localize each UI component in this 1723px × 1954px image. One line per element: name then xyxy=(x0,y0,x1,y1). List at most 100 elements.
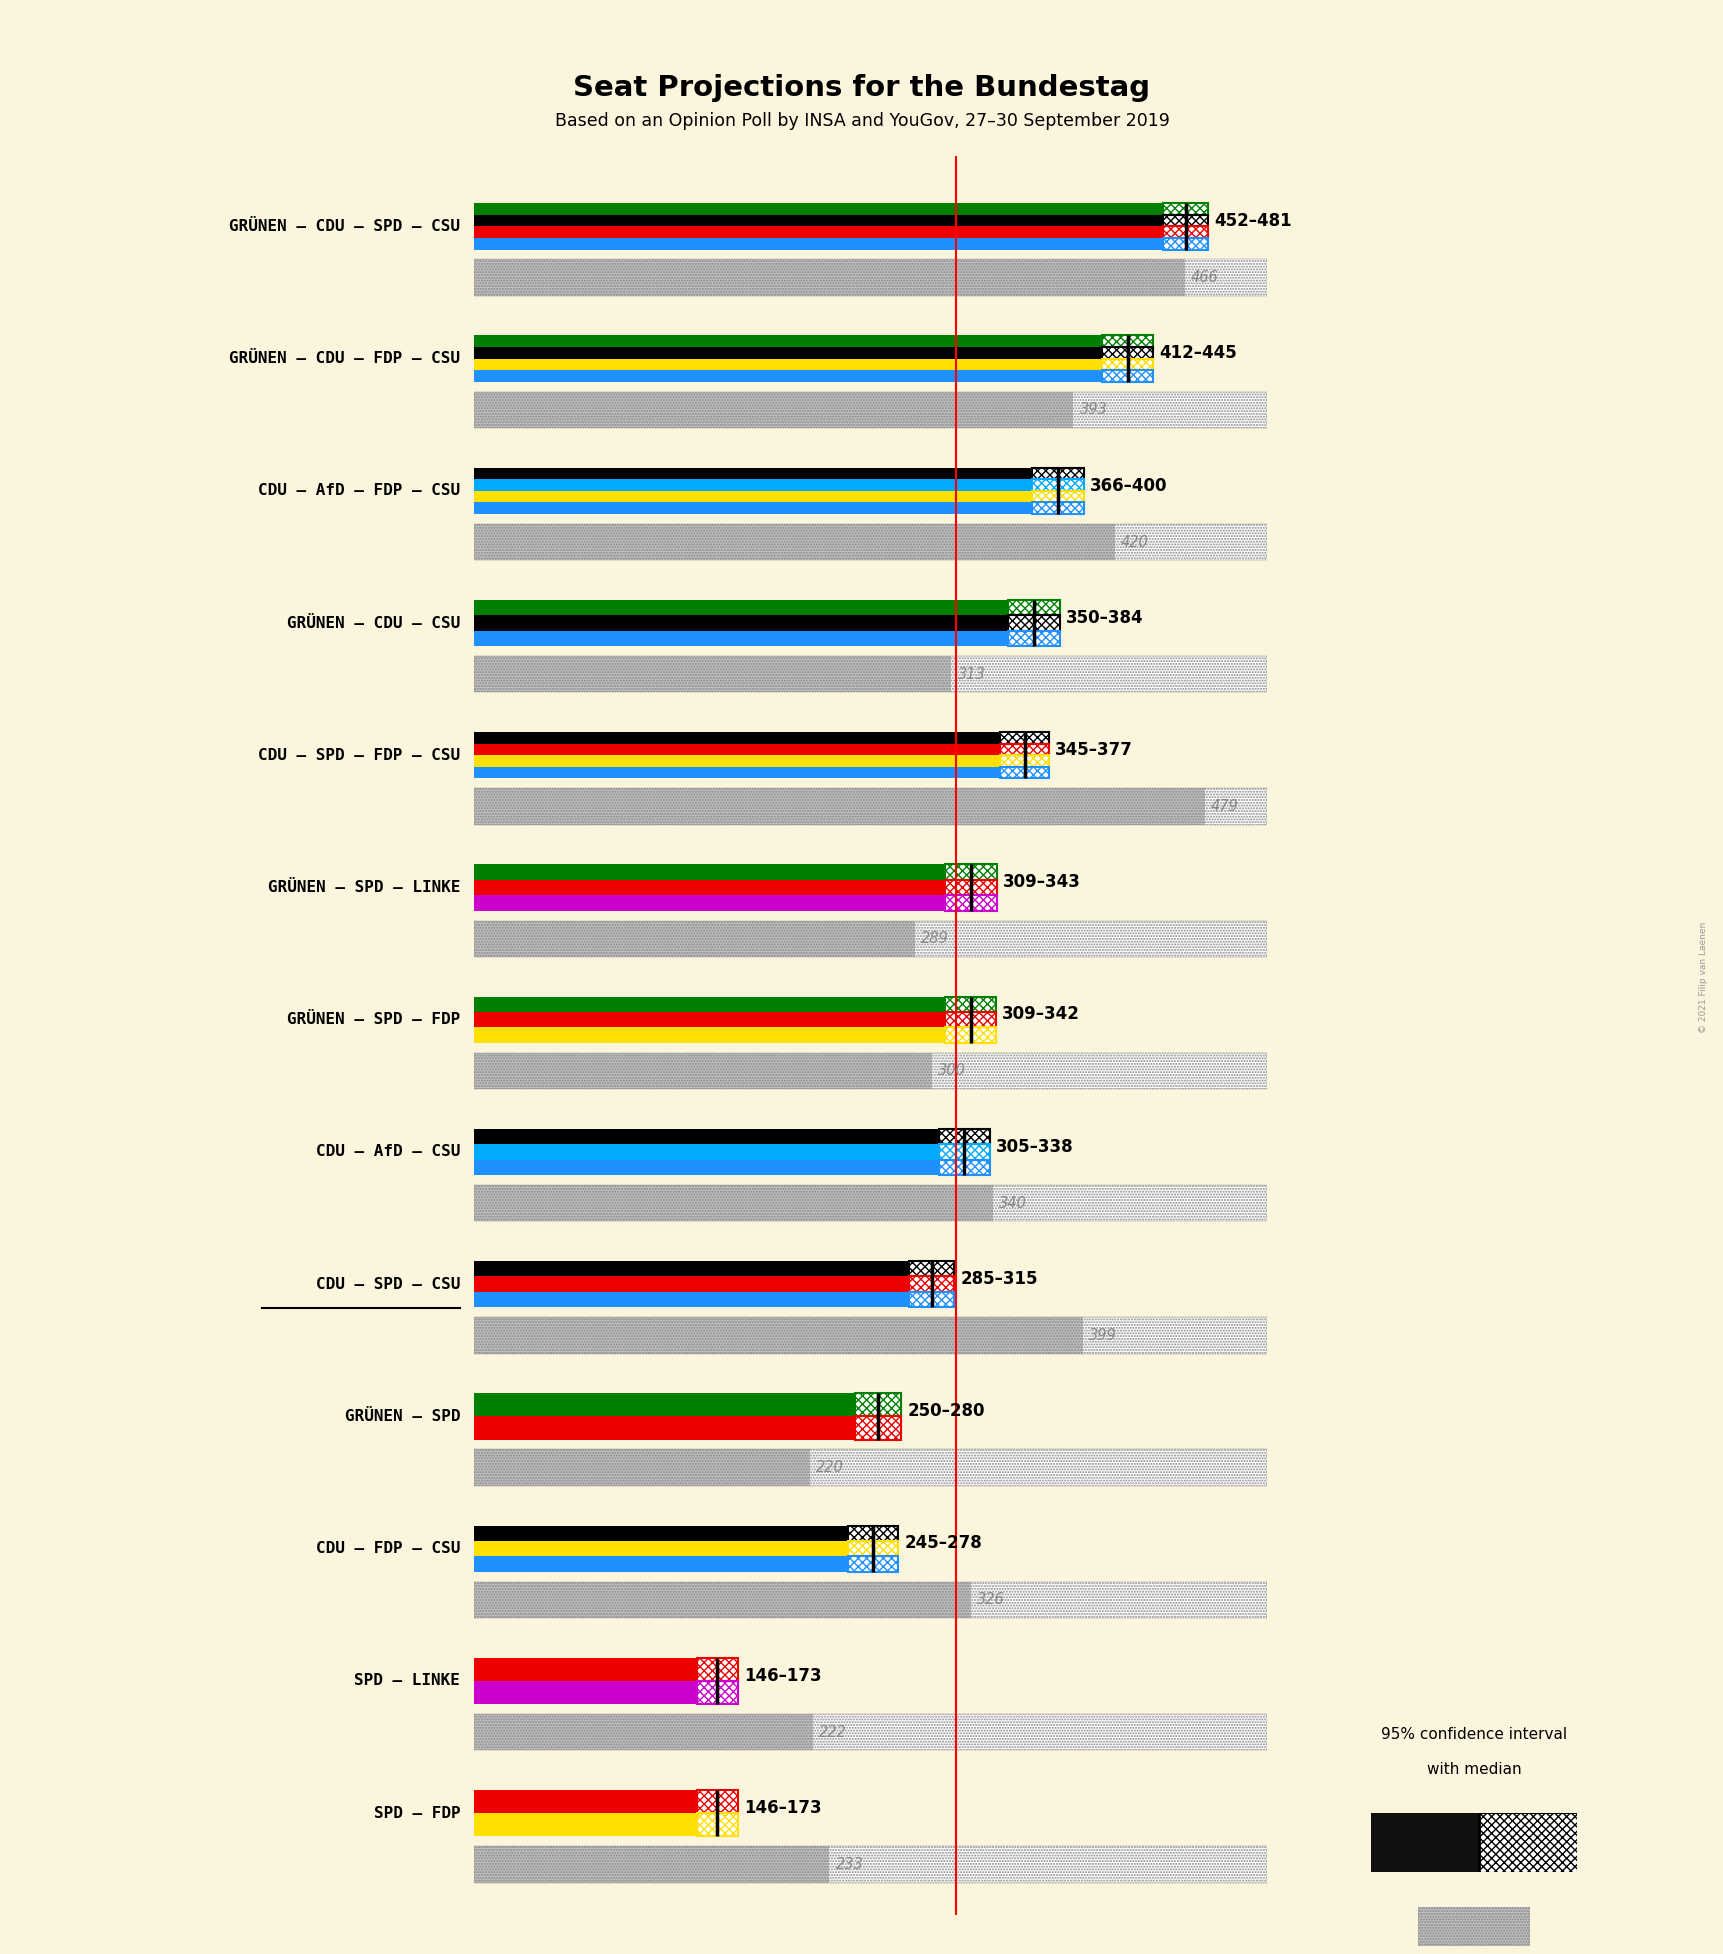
Bar xyxy=(696,1813,737,1837)
Bar xyxy=(999,733,1048,744)
Bar xyxy=(1101,369,1153,381)
Bar xyxy=(1163,215,1208,227)
Bar xyxy=(908,1292,955,1307)
Text: GRÜNEN – CDU – CSU: GRÜNEN – CDU – CSU xyxy=(288,616,460,631)
Bar xyxy=(939,1129,989,1145)
Bar xyxy=(944,997,996,1012)
Bar xyxy=(848,1542,898,1557)
Bar xyxy=(474,1450,810,1485)
Bar xyxy=(474,360,1101,369)
Text: 222: 222 xyxy=(818,1725,846,1739)
Bar xyxy=(474,1847,1266,1882)
Bar xyxy=(696,1790,737,1813)
Bar xyxy=(1163,203,1208,215)
Text: GRÜNEN – SPD – LINKE: GRÜNEN – SPD – LINKE xyxy=(267,879,460,895)
Text: 309–343: 309–343 xyxy=(1003,873,1080,891)
Bar xyxy=(474,1317,1266,1354)
Bar xyxy=(1032,467,1084,479)
Bar xyxy=(474,600,1008,616)
Text: 399: 399 xyxy=(1089,1329,1117,1342)
Text: 466: 466 xyxy=(1191,270,1218,285)
Bar xyxy=(696,1657,737,1680)
Text: GRÜNEN – CDU – FDP – CSU: GRÜNEN – CDU – FDP – CSU xyxy=(229,352,460,365)
Bar xyxy=(474,203,1163,215)
Bar xyxy=(1163,227,1208,238)
Text: 305–338: 305–338 xyxy=(996,1137,1073,1155)
Bar xyxy=(1163,227,1208,238)
Bar xyxy=(1032,479,1084,490)
Bar xyxy=(1101,360,1153,369)
Bar xyxy=(848,1557,898,1571)
Bar xyxy=(908,1292,955,1307)
Bar xyxy=(1008,631,1060,647)
Bar xyxy=(474,1714,812,1751)
Bar xyxy=(855,1393,901,1417)
Bar xyxy=(1101,369,1153,381)
Bar xyxy=(855,1417,901,1440)
Text: 393: 393 xyxy=(1079,403,1106,418)
Bar xyxy=(1163,238,1208,250)
Bar xyxy=(474,227,1163,238)
Text: 250–280: 250–280 xyxy=(906,1403,984,1421)
Bar xyxy=(1163,215,1208,227)
Bar xyxy=(939,1159,989,1174)
Bar xyxy=(474,756,999,766)
Text: Based on an Opinion Poll by INSA and YouGov, 27–30 September 2019: Based on an Opinion Poll by INSA and You… xyxy=(555,111,1168,131)
Bar xyxy=(474,1053,1266,1088)
Bar xyxy=(939,1145,989,1159)
Bar xyxy=(855,1417,901,1440)
Bar xyxy=(1008,631,1060,647)
Bar xyxy=(696,1813,737,1837)
Bar xyxy=(944,879,996,895)
Bar xyxy=(908,1260,955,1276)
Bar xyxy=(474,1450,1266,1485)
Bar xyxy=(474,657,1266,692)
Bar xyxy=(474,920,1266,957)
Bar xyxy=(944,895,996,911)
Bar xyxy=(474,864,944,879)
Text: 309–342: 309–342 xyxy=(1001,1006,1079,1024)
Bar xyxy=(848,1526,898,1542)
Bar xyxy=(848,1526,898,1542)
Bar xyxy=(1032,479,1084,490)
Bar xyxy=(1163,238,1208,250)
Bar xyxy=(1101,336,1153,348)
Bar xyxy=(1008,600,1060,616)
Bar xyxy=(908,1260,955,1276)
Bar xyxy=(474,766,999,778)
Bar xyxy=(1101,348,1153,360)
Text: © 2021 Filip van Laenen: © 2021 Filip van Laenen xyxy=(1697,922,1707,1032)
Bar xyxy=(944,864,996,879)
Bar xyxy=(908,1276,955,1292)
Bar xyxy=(1163,227,1208,238)
Bar xyxy=(908,1292,955,1307)
Bar xyxy=(474,1417,855,1440)
Bar xyxy=(474,215,1163,227)
Bar xyxy=(1163,203,1208,215)
Bar xyxy=(1032,479,1084,490)
Bar xyxy=(474,490,1032,502)
Bar xyxy=(474,1526,848,1542)
Bar xyxy=(696,1680,737,1704)
Text: 220: 220 xyxy=(815,1460,843,1475)
Bar xyxy=(474,391,1073,428)
Bar xyxy=(908,1276,955,1292)
Bar xyxy=(474,1159,939,1174)
Bar xyxy=(1163,238,1208,250)
Text: 95% confidence interval: 95% confidence interval xyxy=(1380,1727,1566,1743)
Text: 146–173: 146–173 xyxy=(744,1667,822,1684)
Bar xyxy=(944,1028,996,1043)
Bar xyxy=(944,1028,996,1043)
Bar xyxy=(908,1260,955,1276)
Bar xyxy=(474,238,1163,250)
Bar xyxy=(1032,502,1084,514)
Text: 326: 326 xyxy=(977,1593,1005,1608)
Bar xyxy=(1008,600,1060,616)
Text: GRÜNEN – SPD – FDP: GRÜNEN – SPD – FDP xyxy=(288,1012,460,1028)
Text: CDU – SPD – FDP – CSU: CDU – SPD – FDP – CSU xyxy=(258,748,460,762)
Bar xyxy=(474,1184,992,1221)
Bar xyxy=(939,1145,989,1159)
Bar xyxy=(1008,616,1060,631)
Bar xyxy=(999,766,1048,778)
Bar xyxy=(696,1790,737,1813)
